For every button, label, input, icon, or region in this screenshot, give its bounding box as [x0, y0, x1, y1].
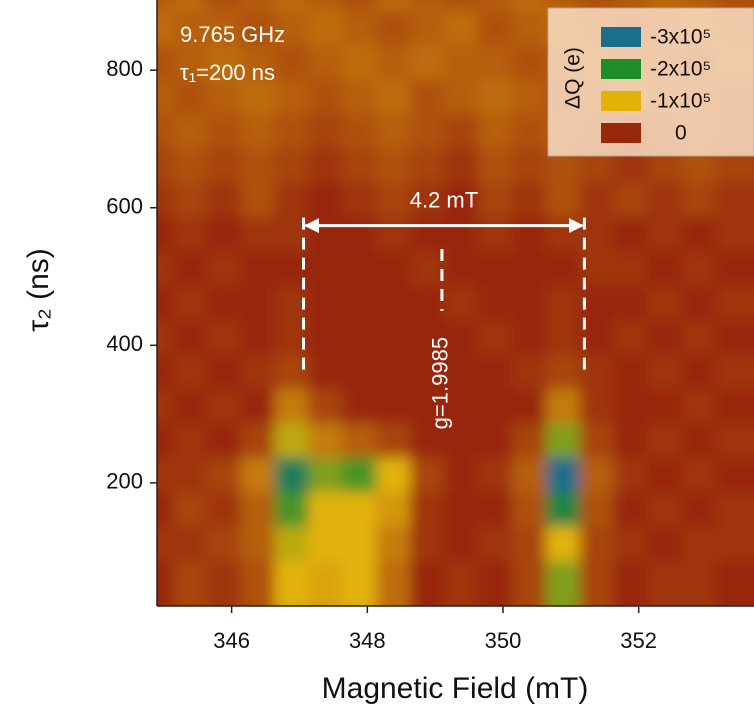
- legend-swatch: [601, 27, 641, 47]
- x-tick-label: 348: [349, 628, 386, 653]
- g-label: g=1.9985: [428, 337, 453, 429]
- legend-label: 0: [675, 122, 687, 145]
- overlay: 346 348 350 352 200 400 600 800 9.765 GHz τ₁=200 …: [106, 0, 754, 653]
- y-tick-label: 400: [106, 331, 143, 356]
- legend-swatch: [601, 123, 641, 143]
- legend-label: -1x10⁵: [650, 90, 711, 113]
- y-axis-label: τ₂ (ns): [22, 248, 55, 332]
- legend-label: -3x10⁵: [650, 26, 711, 49]
- legend-title: ΔQ (e): [562, 47, 585, 109]
- frequency-label: 9.765 GHz: [180, 22, 285, 47]
- heatmap-cell: [715, 560, 754, 606]
- y-tick-label: 200: [106, 469, 143, 494]
- legend-swatch: [601, 59, 641, 79]
- legend-box: [547, 7, 754, 157]
- legend-label: -2x10⁵: [650, 58, 711, 81]
- x-axis-label: Magnetic Field (mT): [322, 672, 589, 705]
- x-tick-label: 352: [620, 628, 657, 653]
- x-tick-label: 346: [213, 628, 250, 653]
- y-tick-label: 800: [106, 56, 143, 81]
- tau1-label: τ₁=200 ns: [180, 60, 275, 85]
- y-tick-label: 600: [106, 194, 143, 219]
- x-tick-label: 350: [485, 628, 522, 653]
- span-label: 4.2 mT: [410, 187, 478, 212]
- legend-swatch: [601, 91, 641, 111]
